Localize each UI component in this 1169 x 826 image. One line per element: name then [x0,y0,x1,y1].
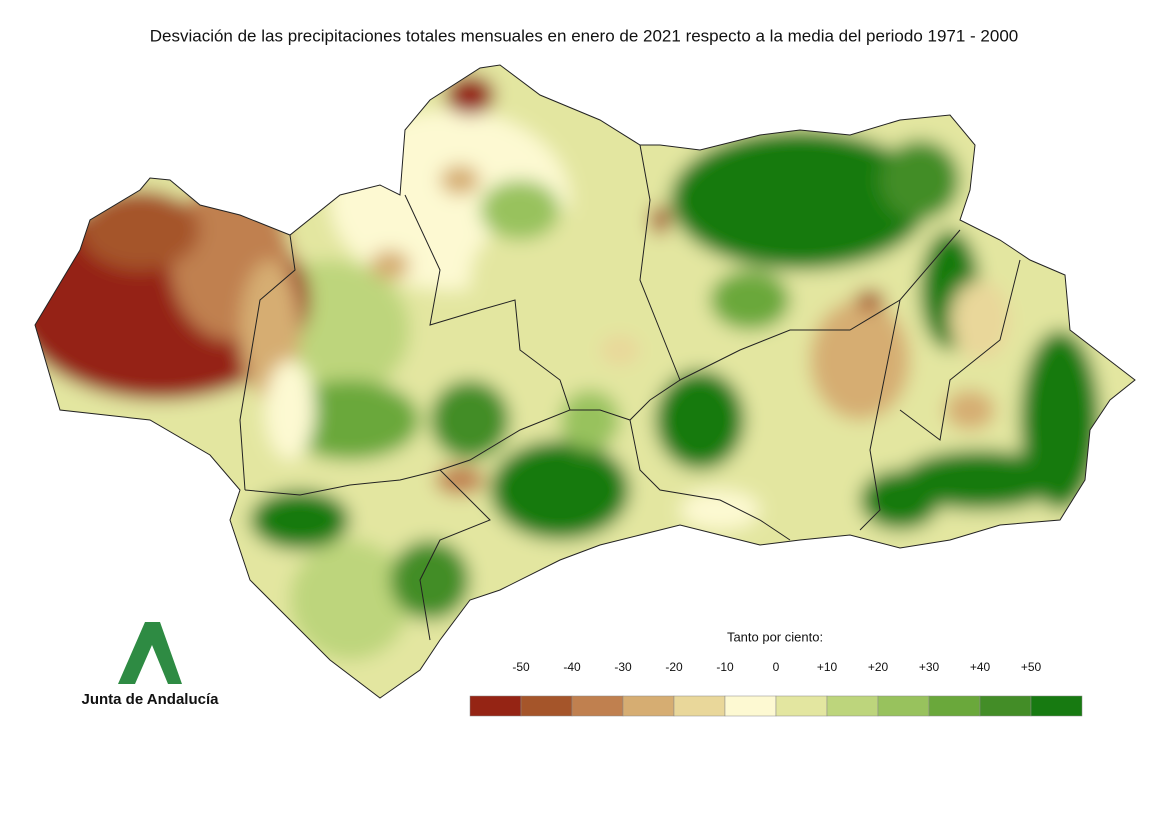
shade-region [670,130,930,270]
shade-region [600,335,640,365]
legend-label: -10 [716,660,734,674]
legend-swatch [622,695,675,717]
logo-mark [118,622,182,684]
province-borders [34,64,1136,699]
shade-region [880,140,960,220]
shade-region [950,280,1010,360]
legend-label: -30 [614,660,632,674]
legend-title: Tanto por ciento: [727,629,823,644]
legend-swatch [826,695,879,717]
legend-label: 0 [773,660,780,674]
legend-label: +30 [919,660,940,674]
legend-swatch [724,695,777,717]
shade-region [440,165,480,195]
legend: -50 -40 -30 -20 -10 0 +10 +20 +30 +40 +50 [469,660,1083,717]
shade-region [710,270,790,330]
legend-swatch [520,695,573,717]
shade-region [560,390,620,450]
shade-region [280,380,420,460]
shade-region [810,300,910,420]
logo-mark-inner [138,660,165,684]
legend-label: +40 [970,660,991,674]
legend-swatch [877,695,930,717]
legend-swatch [1030,695,1083,717]
shade-region [470,210,650,350]
shade-region [435,465,485,495]
shade-region [650,205,670,235]
legend-label: -50 [512,660,530,674]
legend-label: -20 [665,660,683,674]
shade-region [900,450,1060,510]
shade-region [250,490,350,550]
shade-region [265,360,315,460]
legend-swatch [775,695,828,717]
legend-swatch [979,695,1032,717]
shade-region [740,430,860,490]
legend-label: +10 [817,660,838,674]
legend-label: -40 [563,660,581,674]
shade-region [430,380,510,460]
shade-region [855,290,885,310]
shade-region [290,540,410,660]
legend-swatch [928,695,981,717]
shade-region [945,390,995,430]
shade-region [445,75,495,115]
legend-swatch [673,695,726,717]
legend-label: +20 [868,660,889,674]
map-title: Desviación de las precipitaciones totale… [150,26,1019,45]
shade-region [390,540,470,620]
legend-swatch [469,695,522,717]
legend-label: +50 [1021,660,1042,674]
shade-region [490,440,630,540]
shade-region [370,250,410,280]
logo: Junta de Andalucía [82,622,220,708]
shade-region [480,180,560,240]
logo-text: Junta de Andalucía [82,691,220,708]
shade-region [80,190,200,270]
shade-region [655,370,745,470]
legend-swatch [571,695,624,717]
shade-region [680,490,760,530]
shade-region [860,470,940,530]
